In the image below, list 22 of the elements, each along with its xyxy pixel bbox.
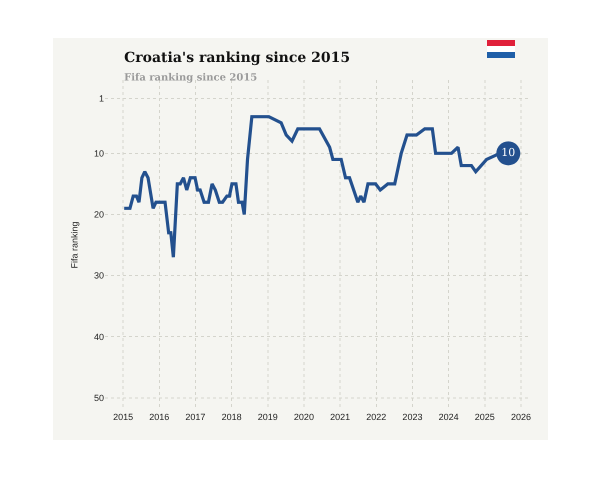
y-tick-label: 40 xyxy=(94,332,104,342)
x-tick-label: 2018 xyxy=(222,412,242,422)
x-tick-label: 2015 xyxy=(113,412,134,422)
y-tick-label: 20 xyxy=(94,210,104,220)
chart-subtitle: Fifa ranking since 2015 xyxy=(124,72,258,84)
x-tick-label: 2021 xyxy=(330,412,350,422)
x-tick-label: 2023 xyxy=(402,412,422,422)
y-tick-label: 1 xyxy=(98,93,104,104)
chart-title: Croatia's ranking since 2015 xyxy=(124,50,350,66)
x-tick-label: 2019 xyxy=(258,412,278,422)
x-tick-label: 2026 xyxy=(510,412,531,422)
data-label: 10 xyxy=(501,146,516,160)
y-tick-label: 10 xyxy=(94,148,104,158)
x-tick-label: 2024 xyxy=(438,412,459,422)
x-tick-label: 2022 xyxy=(366,412,386,422)
x-tick-label: 2016 xyxy=(149,412,170,422)
y-tick-label: 30 xyxy=(94,270,104,281)
x-tick-label: 2025 xyxy=(474,412,495,422)
x-tick-label: 2020 xyxy=(294,412,314,422)
y-axis-title: Fifa ranking xyxy=(69,221,80,269)
y-tick-label: 50 xyxy=(94,392,104,403)
x-tick-label: 2017 xyxy=(185,412,206,422)
